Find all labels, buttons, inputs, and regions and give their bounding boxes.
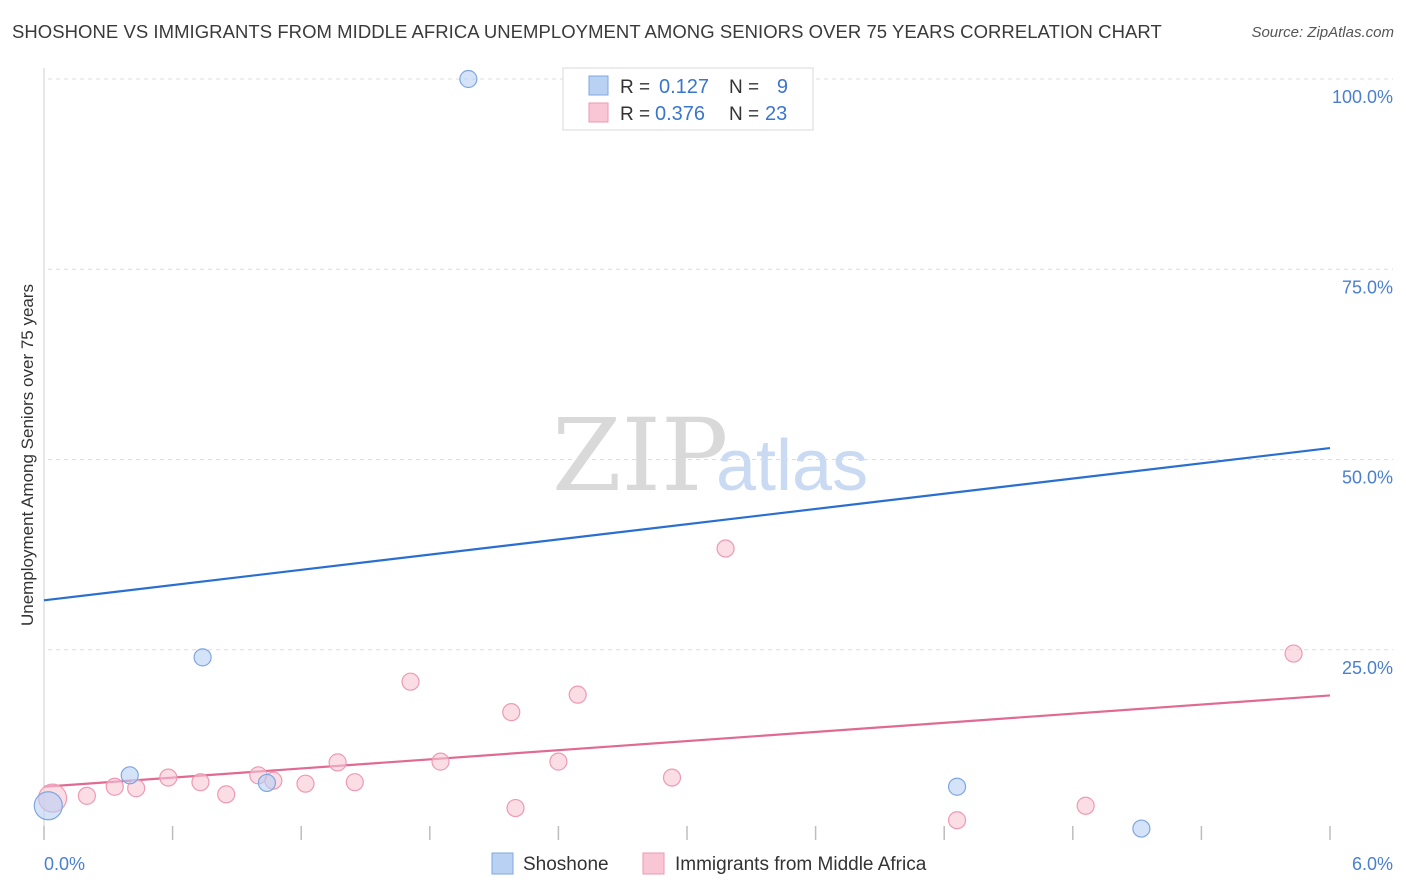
series-legend: Shoshone Immigrants from Middle Africa: [491, 852, 927, 875]
point-shoshone: [947, 777, 967, 796]
legend-r-value-middle-africa: 0.376: [655, 103, 705, 125]
point-middle-africa: [1076, 796, 1095, 815]
point-middle-africa: [716, 539, 735, 558]
bottom-legend-swatch-shoshone: [491, 852, 514, 875]
point-middle-africa: [217, 785, 236, 804]
point-middle-africa: [947, 811, 967, 830]
point-shoshone: [33, 791, 63, 821]
point-middle-africa: [506, 798, 525, 818]
y-tick-label: 75.0%: [1342, 277, 1393, 297]
trend-line-shoshone: [43, 446, 1331, 602]
chart-title: SHOSHONE VS IMMIGRANTS FROM MIDDLE AFRIC…: [12, 21, 1162, 42]
legend-n-label-middle-africa: N =: [729, 104, 759, 125]
y-tick-label: 100.0%: [1332, 87, 1393, 107]
grid-lines: [48, 78, 1393, 651]
point-middle-africa: [77, 786, 96, 805]
y-tick-label: 50.0%: [1342, 468, 1393, 488]
point-middle-africa: [1284, 644, 1303, 663]
bottom-legend-label-shoshone: Shoshone: [523, 854, 609, 875]
point-middle-africa: [568, 685, 587, 704]
watermark-atlas: atlas: [716, 426, 868, 506]
point-middle-africa: [401, 672, 420, 691]
legend-r-value-shoshone: 0.127: [659, 76, 709, 98]
data-points: [33, 69, 1303, 838]
legend-n-value-middle-africa: 23: [765, 103, 787, 125]
legend-n-value-shoshone: 9: [777, 76, 788, 98]
y-tick-labels: 25.0% 50.0% 75.0% 100.0%: [1332, 87, 1393, 678]
point-middle-africa: [105, 777, 124, 796]
point-middle-africa: [159, 768, 178, 787]
bottom-legend-swatch-middle-africa: [642, 852, 665, 875]
point-middle-africa: [328, 753, 347, 772]
trend-line-middle-africa: [43, 694, 1331, 788]
legend-swatch-middle-africa: [588, 102, 609, 123]
point-shoshone: [193, 648, 212, 667]
legend-n-label-shoshone: N =: [729, 77, 759, 98]
x-tick-label-max: 6.0%: [1352, 854, 1393, 874]
bottom-legend-label-middle-africa: Immigrants from Middle Africa: [675, 854, 927, 875]
point-middle-africa: [191, 773, 210, 792]
legend-r-label-middle-africa: R =: [620, 104, 650, 125]
y-tick-label: 25.0%: [1342, 658, 1393, 678]
x-tick-label-min: 0.0%: [44, 854, 85, 874]
y-axis-title: Unemployment Among Seniors over 75 years: [18, 284, 37, 626]
point-middle-africa: [549, 752, 568, 771]
point-middle-africa: [431, 752, 450, 771]
point-shoshone: [459, 69, 478, 89]
source-label: Source: ZipAtlas.com: [1251, 24, 1394, 41]
legend-swatch-shoshone: [588, 75, 609, 96]
point-shoshone: [120, 766, 139, 785]
legend-r-label-shoshone: R =: [620, 77, 650, 98]
correlation-legend: R = 0.127 N = 9 R = 0.376 N = 23: [562, 67, 814, 131]
point-middle-africa: [296, 774, 315, 793]
point-middle-africa: [502, 703, 521, 722]
point-shoshone: [1132, 819, 1151, 838]
watermark-zip: ZIP: [552, 397, 728, 514]
axes: [43, 68, 1331, 840]
point-middle-africa: [662, 768, 682, 787]
point-shoshone: [257, 773, 277, 793]
point-middle-africa: [345, 773, 364, 792]
